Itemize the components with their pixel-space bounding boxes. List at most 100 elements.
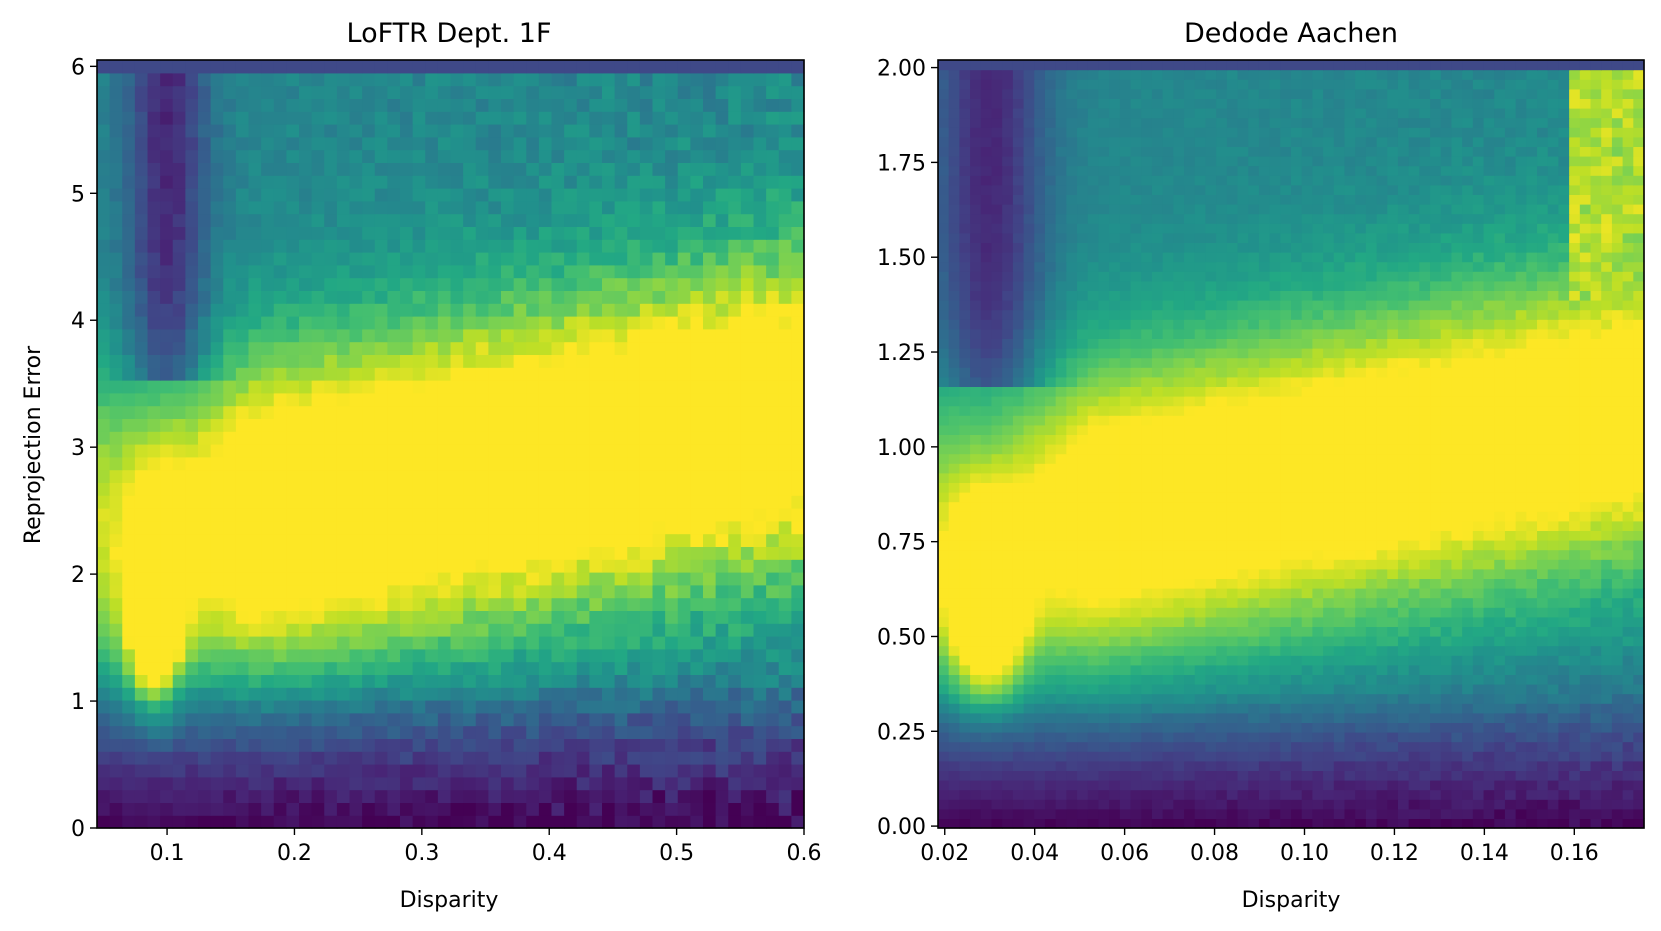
heatmap-cell	[538, 469, 553, 483]
heatmap-cell	[1622, 770, 1634, 781]
heatmap-cell	[109, 456, 123, 471]
heatmap-cell	[160, 380, 174, 394]
heatmap-cell	[602, 597, 616, 611]
heatmap-cell	[425, 764, 439, 778]
heatmap-cell	[362, 623, 376, 637]
heatmap-cell	[753, 764, 767, 778]
heatmap-cell	[551, 98, 565, 112]
heatmap-cell	[223, 60, 237, 74]
heatmap-cell	[1151, 684, 1164, 695]
heatmap-cell	[627, 136, 641, 151]
heatmap-cell	[160, 354, 174, 368]
heatmap-cell	[311, 380, 325, 394]
heatmap-cell	[1130, 664, 1142, 675]
heatmap-cell	[223, 124, 237, 138]
heatmap-cell	[1451, 597, 1463, 608]
heatmap-cell	[589, 623, 603, 637]
heatmap-cell	[1087, 664, 1100, 675]
heatmap-cell	[1333, 703, 1346, 714]
heatmap-cell	[109, 738, 123, 752]
heatmap-cell	[210, 60, 224, 74]
heatmap-cell	[1237, 684, 1249, 695]
heatmap-cell	[1579, 818, 1592, 829]
heatmap-cell	[387, 431, 401, 445]
heatmap-cell	[172, 495, 186, 509]
heatmap-cell	[526, 623, 540, 637]
heatmap-cell	[198, 610, 212, 624]
heatmap-cell	[1023, 808, 1035, 819]
heatmap-cell	[147, 303, 161, 317]
heatmap-cell	[261, 764, 275, 778]
heatmap-cell	[564, 354, 578, 368]
heatmap-cell	[778, 700, 792, 714]
heatmap-cell	[147, 764, 161, 778]
heatmap-cell	[210, 712, 224, 727]
heatmap-cell	[273, 776, 287, 791]
heatmap-cell	[122, 687, 136, 701]
heatmap-cell	[172, 149, 186, 163]
heatmap-cell	[1098, 597, 1110, 608]
heatmap-cell	[400, 124, 414, 138]
heatmap-cell	[1483, 732, 1495, 743]
heatmap-cell	[551, 316, 565, 330]
heatmap-cell	[551, 508, 565, 522]
heatmap-cell	[1504, 597, 1517, 608]
heatmap-cell	[1002, 712, 1014, 723]
heatmap-cell	[1291, 636, 1303, 647]
heatmap-cell	[526, 469, 540, 483]
heatmap-cell	[1301, 732, 1313, 743]
heatmap-cell	[387, 200, 401, 215]
heatmap-cell	[652, 802, 666, 816]
heatmap-cell	[463, 533, 477, 547]
heatmap-cell	[1098, 684, 1110, 695]
heatmap-cell	[589, 341, 603, 355]
heatmap-cell	[273, 392, 287, 407]
heatmap-cell	[147, 226, 161, 240]
heatmap-cell	[1430, 597, 1442, 608]
heatmap-cell	[614, 738, 628, 752]
heatmap-cell	[753, 303, 767, 317]
heatmap-cell	[198, 367, 212, 381]
heatmap-cell	[1579, 732, 1592, 743]
heatmap-cell	[324, 648, 338, 663]
heatmap-cell	[1162, 770, 1174, 781]
heatmap-cell	[766, 60, 780, 74]
heatmap-cell	[589, 636, 603, 650]
heatmap-cell	[185, 277, 199, 291]
heatmap-cell	[1387, 684, 1399, 695]
heatmap-cell	[1451, 626, 1463, 637]
heatmap-cell	[1569, 770, 1581, 781]
heatmap-cell	[728, 85, 742, 99]
heatmap-cell	[948, 645, 960, 656]
heatmap-cell	[513, 431, 527, 445]
heatmap-cell	[198, 572, 212, 586]
heatmap-cell	[248, 380, 262, 394]
heatmap-cell	[1141, 703, 1153, 714]
heatmap-cell	[1483, 703, 1495, 714]
heatmap-cell	[639, 687, 654, 701]
heatmap-cell	[1504, 607, 1517, 618]
heatmap-cell	[778, 354, 792, 368]
heatmap-cell	[1515, 751, 1527, 762]
heatmap-cell	[1034, 616, 1046, 627]
heatmap-cell	[1002, 636, 1014, 647]
heatmap-cell	[1258, 684, 1271, 695]
heatmap-cell	[450, 636, 464, 650]
heatmap-cell	[349, 239, 363, 253]
heatmap-cell	[677, 392, 691, 407]
heatmap-cell	[728, 149, 742, 163]
heatmap-cell	[349, 405, 363, 419]
heatmap-cell	[336, 72, 351, 87]
heatmap-cell	[1205, 722, 1217, 733]
heatmap-cell	[589, 495, 603, 509]
heatmap-cell	[1184, 607, 1196, 618]
heatmap-cell	[690, 239, 704, 253]
heatmap-cell	[728, 213, 742, 227]
heatmap-cell	[513, 776, 527, 791]
heatmap-cell	[1408, 597, 1420, 608]
heatmap-cell	[400, 456, 414, 471]
heatmap-cell	[564, 764, 578, 778]
heatmap-cell	[959, 684, 971, 695]
heatmap-cell	[210, 687, 224, 701]
heatmap-cell	[1622, 597, 1634, 608]
